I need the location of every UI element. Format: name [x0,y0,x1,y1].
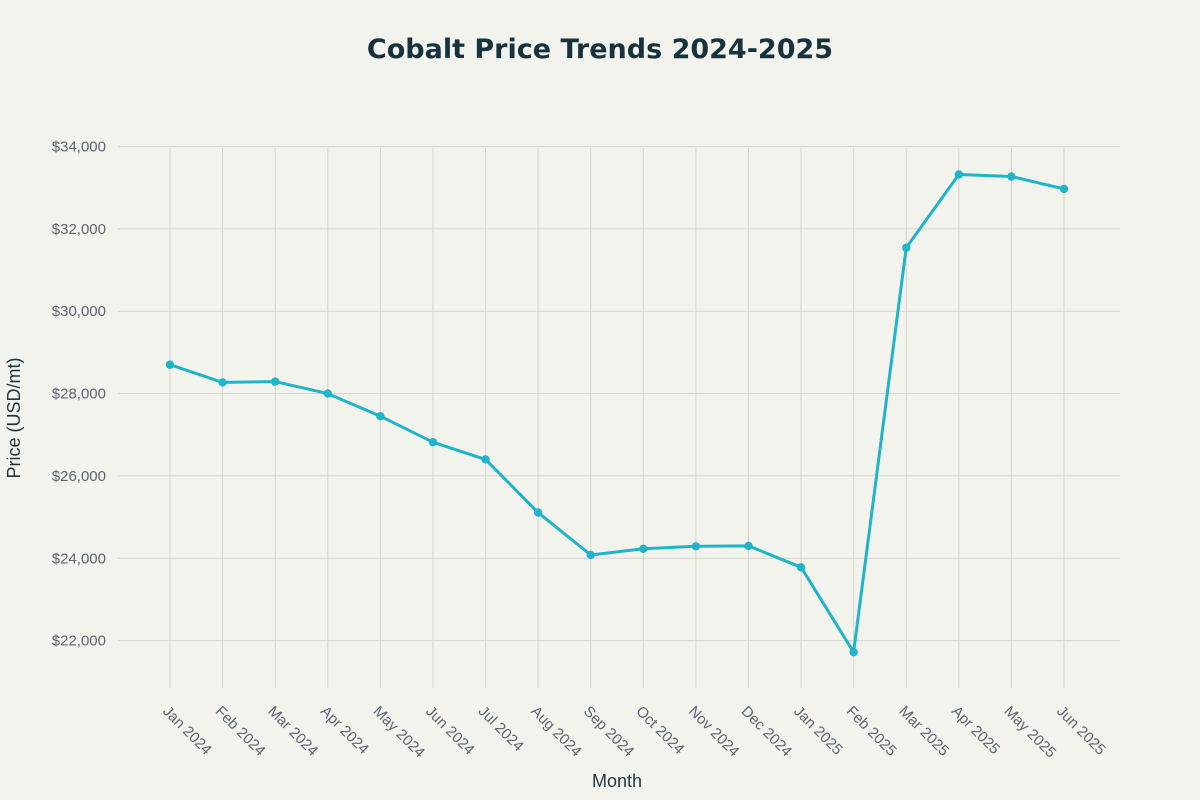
y-axis-ticks: $22,000 $24,000 $26,000 $28,000 $30,000 $32,0… [52,138,106,649]
y-tick-label: $32,000 [52,221,106,238]
y-axis-title: Price (USD/mt) [4,358,24,479]
data-point [1059,184,1069,194]
data-point [376,412,385,421]
data-point [586,550,595,560]
y-tick-label: $22,000 [52,633,106,650]
y-tick-label: $24,000 [52,550,106,567]
data-point [849,647,858,657]
data-point [270,377,280,386]
data-point [533,508,543,517]
data-point [639,544,648,554]
y-tick-label: $26,000 [52,468,106,485]
data-point [481,455,490,464]
y-tick-label: $34,000 [52,138,106,155]
data-point [954,170,964,179]
data-point [428,437,438,447]
data-point [1007,172,1016,181]
data-point [165,360,175,369]
series-line [168,173,1066,654]
data-point [691,542,701,551]
data-point [902,243,911,252]
y-tick-label: $30,000 [52,303,106,320]
series-cobalt-price [165,170,1069,657]
data-point [744,541,753,551]
x-axis-title: Month [592,771,642,791]
data-point [323,389,332,398]
data-point [796,563,806,572]
grid-lines [118,145,1120,688]
chart-title: Cobalt Price Trends 2024-2025 [367,34,833,65]
y-tick-label: $28,000 [52,386,106,403]
data-point [218,378,227,387]
